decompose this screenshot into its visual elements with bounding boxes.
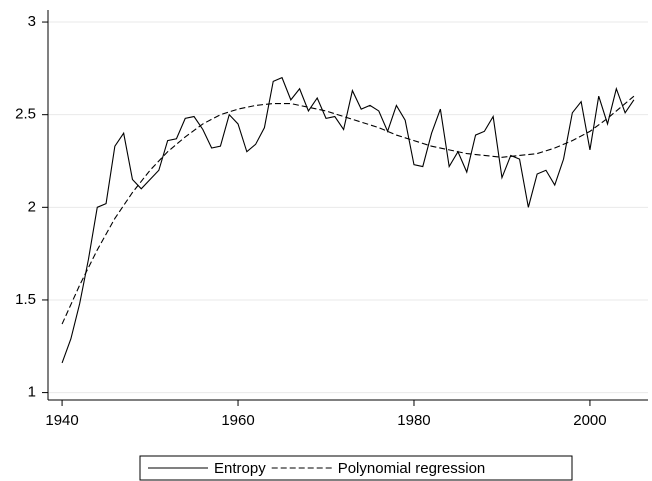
series-line bbox=[61, 95, 635, 325]
y-tick-label: 1.5 bbox=[15, 291, 36, 308]
y-tick-label: 2.5 bbox=[15, 106, 36, 123]
legend-label: Entropy bbox=[214, 460, 266, 477]
y-tick-label: 2 bbox=[28, 198, 36, 215]
legend-label: Polynomial regression bbox=[338, 460, 486, 477]
x-tick-label: 1960 bbox=[221, 412, 254, 429]
x-tick-label: 1980 bbox=[397, 412, 430, 429]
series-line bbox=[61, 76, 635, 364]
y-tick-label: 1 bbox=[28, 384, 36, 401]
x-tick-label: 2000 bbox=[573, 412, 606, 429]
legend-box bbox=[139, 455, 573, 481]
x-tick-label: 1940 bbox=[45, 412, 78, 429]
y-tick-label: 3 bbox=[28, 13, 36, 30]
